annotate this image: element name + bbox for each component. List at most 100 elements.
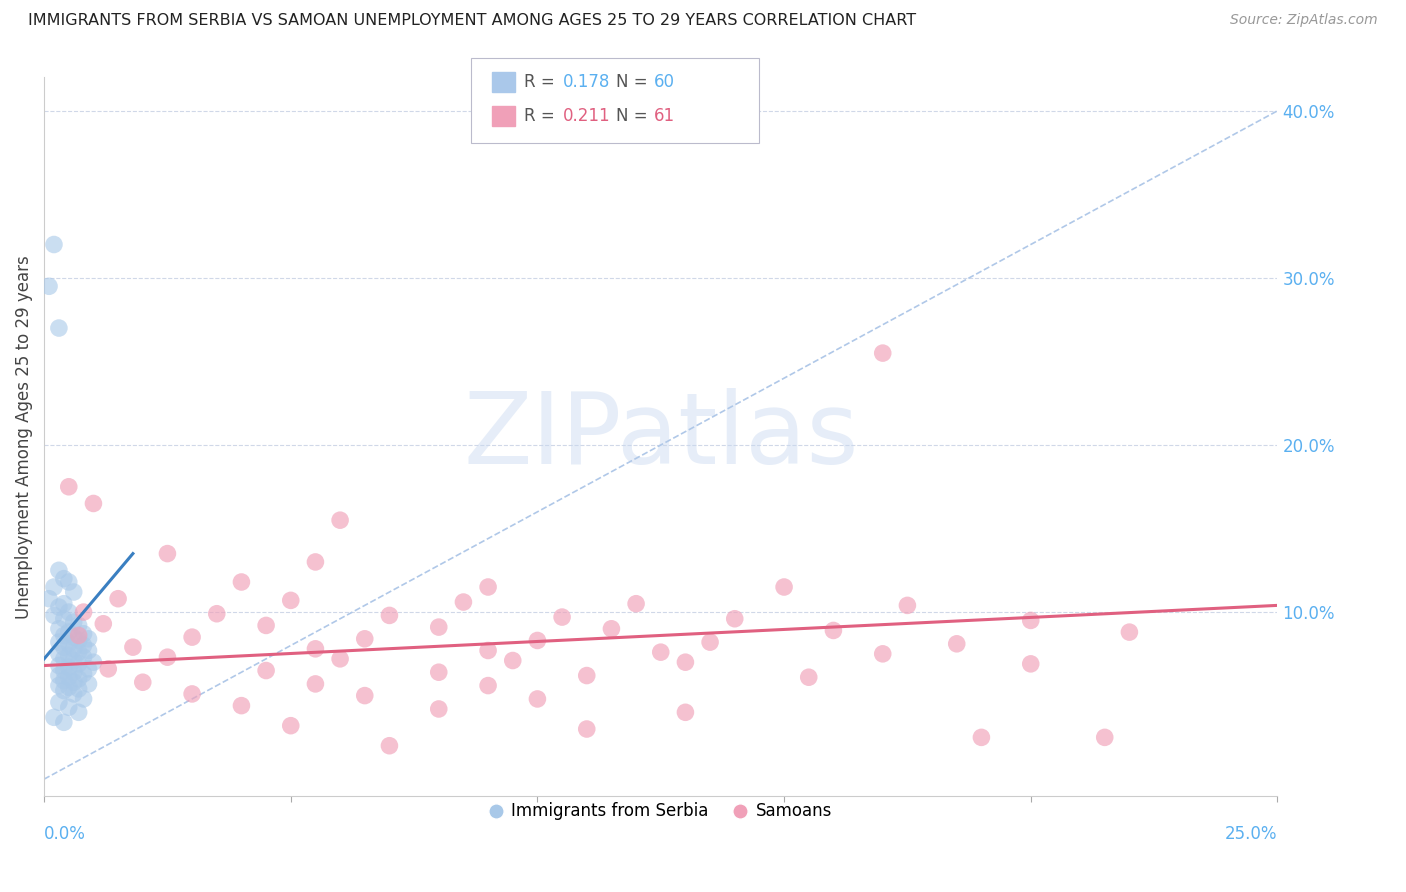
Text: N =: N = bbox=[616, 73, 652, 91]
Point bbox=[52, 652, 75, 666]
Point bbox=[52, 664, 75, 678]
Text: N =: N = bbox=[616, 107, 652, 125]
Point bbox=[600, 622, 623, 636]
Point bbox=[72, 666, 94, 681]
Point bbox=[42, 608, 65, 623]
Point bbox=[42, 580, 65, 594]
Point bbox=[650, 645, 672, 659]
Point bbox=[58, 574, 80, 589]
Point bbox=[477, 679, 499, 693]
Point bbox=[52, 572, 75, 586]
Point bbox=[254, 664, 277, 678]
Point bbox=[82, 655, 104, 669]
Point bbox=[427, 702, 450, 716]
Point bbox=[970, 731, 993, 745]
Point bbox=[48, 695, 70, 709]
Point bbox=[156, 547, 179, 561]
Point bbox=[62, 665, 84, 680]
Point bbox=[773, 580, 796, 594]
Point bbox=[72, 605, 94, 619]
Point bbox=[58, 670, 80, 684]
Point bbox=[575, 668, 598, 682]
Text: 25.0%: 25.0% bbox=[1225, 824, 1278, 843]
Text: IMMIGRANTS FROM SERBIA VS SAMOAN UNEMPLOYMENT AMONG AGES 25 TO 29 YEARS CORRELAT: IMMIGRANTS FROM SERBIA VS SAMOAN UNEMPLO… bbox=[28, 13, 917, 29]
Point bbox=[38, 591, 60, 606]
Point bbox=[1118, 625, 1140, 640]
Point bbox=[378, 608, 401, 623]
Point bbox=[132, 675, 155, 690]
Point bbox=[477, 643, 499, 657]
Text: R =: R = bbox=[524, 107, 561, 125]
Point bbox=[48, 321, 70, 335]
Point bbox=[254, 618, 277, 632]
Text: Source: ZipAtlas.com: Source: ZipAtlas.com bbox=[1230, 13, 1378, 28]
Point bbox=[58, 700, 80, 714]
Point bbox=[48, 668, 70, 682]
Point bbox=[77, 662, 100, 676]
Point bbox=[107, 591, 129, 606]
Point bbox=[48, 647, 70, 661]
Point bbox=[624, 597, 647, 611]
Point bbox=[52, 715, 75, 730]
Point bbox=[52, 673, 75, 688]
Point bbox=[67, 618, 90, 632]
Point bbox=[62, 630, 84, 644]
Point bbox=[91, 616, 114, 631]
Point bbox=[453, 595, 475, 609]
Point bbox=[181, 687, 204, 701]
Point bbox=[52, 612, 75, 626]
Point bbox=[575, 722, 598, 736]
Point bbox=[378, 739, 401, 753]
Point bbox=[72, 627, 94, 641]
Point bbox=[67, 657, 90, 671]
Point bbox=[1094, 731, 1116, 745]
Point bbox=[42, 710, 65, 724]
Point bbox=[38, 279, 60, 293]
Point bbox=[48, 622, 70, 636]
Point bbox=[58, 648, 80, 663]
Point bbox=[797, 670, 820, 684]
Point bbox=[62, 675, 84, 690]
Point bbox=[280, 719, 302, 733]
Point bbox=[945, 637, 967, 651]
Point bbox=[48, 658, 70, 673]
Point bbox=[82, 496, 104, 510]
Point bbox=[62, 615, 84, 629]
Point bbox=[58, 605, 80, 619]
Point bbox=[427, 620, 450, 634]
Point bbox=[304, 555, 326, 569]
Point bbox=[97, 662, 120, 676]
Point bbox=[58, 625, 80, 640]
Point bbox=[280, 593, 302, 607]
Point bbox=[67, 645, 90, 659]
Point bbox=[304, 677, 326, 691]
Point bbox=[52, 683, 75, 698]
Point bbox=[52, 628, 75, 642]
Point bbox=[502, 653, 524, 667]
Point bbox=[67, 628, 90, 642]
Legend: Immigrants from Serbia, Samoans: Immigrants from Serbia, Samoans bbox=[484, 796, 838, 827]
Point bbox=[122, 640, 145, 655]
Point bbox=[52, 640, 75, 655]
Point bbox=[304, 641, 326, 656]
Point bbox=[477, 580, 499, 594]
Point bbox=[72, 639, 94, 653]
Point bbox=[67, 706, 90, 720]
Point bbox=[872, 647, 894, 661]
Point bbox=[526, 633, 548, 648]
Point bbox=[48, 679, 70, 693]
Point bbox=[62, 687, 84, 701]
Point bbox=[1019, 614, 1042, 628]
Point bbox=[353, 632, 375, 646]
Text: R =: R = bbox=[524, 73, 561, 91]
Point bbox=[67, 633, 90, 648]
Point bbox=[52, 597, 75, 611]
Point bbox=[329, 513, 352, 527]
Text: 0.0%: 0.0% bbox=[44, 824, 86, 843]
Point bbox=[329, 652, 352, 666]
Y-axis label: Unemployment Among Ages 25 to 29 years: Unemployment Among Ages 25 to 29 years bbox=[15, 255, 32, 618]
Point bbox=[72, 692, 94, 706]
Point bbox=[67, 672, 90, 686]
Text: 0.211: 0.211 bbox=[562, 107, 610, 125]
Point bbox=[48, 563, 70, 577]
